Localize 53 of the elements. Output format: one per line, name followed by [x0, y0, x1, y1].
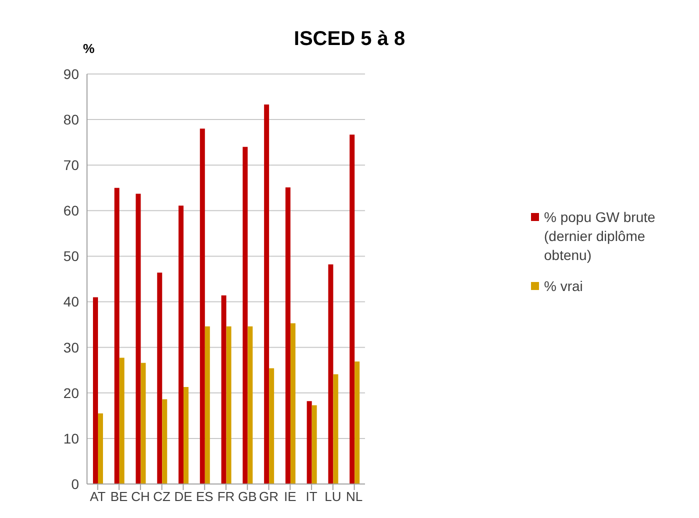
x-tick-label: LU	[324, 489, 342, 504]
x-tick-label: GR	[259, 489, 279, 504]
chart-title: ISCED 5 à 8	[294, 28, 406, 50]
y-tick-label: 20	[63, 384, 80, 401]
y-tick-label: 30	[63, 339, 80, 356]
bar	[264, 104, 270, 484]
y-tick-label: 40	[63, 294, 80, 310]
bar	[306, 401, 312, 484]
bar	[350, 134, 355, 484]
legend-label: % vrai	[544, 277, 583, 296]
y-tick-label: 0	[71, 476, 80, 492]
x-tick-label: FR	[217, 489, 235, 504]
bar	[248, 326, 253, 484]
bar	[184, 386, 189, 484]
x-tick-label: DE	[174, 489, 193, 504]
x-tick-label: CZ	[153, 489, 171, 504]
bar	[204, 326, 210, 484]
bar	[136, 194, 141, 484]
bar	[200, 128, 205, 484]
y-axis-title: %	[83, 41, 95, 56]
x-tick-label: CH	[131, 489, 150, 504]
bar	[328, 264, 334, 484]
y-tick-label: 60	[63, 202, 80, 219]
bar	[333, 374, 338, 484]
bar	[92, 297, 98, 484]
x-tick-label: IE	[284, 489, 297, 504]
x-tick-label: NL	[346, 489, 363, 504]
bar	[354, 361, 360, 484]
bar	[162, 399, 168, 484]
y-tick-label: 90	[63, 66, 80, 82]
x-tick-label: AT	[90, 489, 106, 504]
bar	[242, 146, 248, 484]
legend-label: % popu GW brute (dernier diplôme obtenu)	[544, 208, 656, 265]
bar	[285, 187, 290, 484]
bar	[157, 272, 162, 484]
x-tick-label: IT	[306, 489, 318, 504]
bar	[119, 358, 124, 484]
x-tick-label: BE	[110, 489, 128, 504]
y-tick-label: 50	[63, 248, 80, 264]
y-tick-label: 70	[63, 157, 80, 174]
x-tick-label: ES	[196, 489, 214, 504]
bar	[226, 326, 232, 484]
bar	[269, 368, 274, 484]
bar	[114, 188, 120, 484]
bar	[178, 206, 184, 484]
bar	[312, 405, 317, 484]
y-tick-label: 80	[63, 112, 80, 128]
y-tick-label: 10	[63, 430, 80, 446]
bar	[140, 362, 146, 484]
bar	[290, 323, 296, 484]
bar	[221, 295, 226, 484]
x-tick-label: GB	[238, 489, 257, 504]
bar	[98, 413, 103, 484]
